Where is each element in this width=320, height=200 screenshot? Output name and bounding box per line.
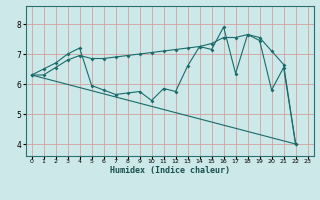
X-axis label: Humidex (Indice chaleur): Humidex (Indice chaleur) [109,166,230,175]
